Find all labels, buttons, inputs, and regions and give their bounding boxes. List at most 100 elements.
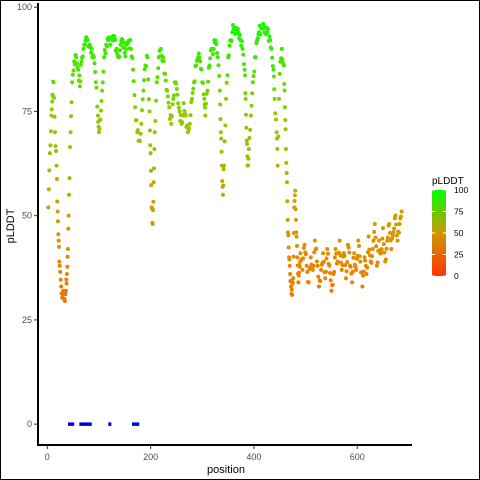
data-point (221, 163, 226, 168)
data-point (294, 243, 299, 248)
data-point (381, 226, 386, 231)
data-point (204, 91, 209, 96)
data-point (47, 168, 52, 173)
data-point (174, 86, 179, 91)
data-point (151, 199, 156, 204)
data-point (224, 96, 229, 101)
data-point (98, 117, 103, 122)
data-point (285, 217, 290, 222)
data-point (85, 38, 90, 43)
data-point (65, 254, 70, 259)
data-point (150, 222, 155, 226)
y-tick-label: 25 (22, 315, 32, 325)
data-point (226, 53, 231, 58)
data-point (318, 279, 323, 284)
data-point (66, 192, 71, 197)
data-point (324, 256, 329, 261)
data-point (273, 111, 278, 116)
legend-colorbar (432, 190, 446, 276)
data-point (48, 129, 53, 134)
data-point (283, 127, 288, 132)
data-point (284, 160, 289, 165)
data-point (281, 63, 286, 68)
data-point (99, 108, 104, 113)
data-point (382, 250, 387, 255)
data-point (187, 121, 192, 126)
data-point (161, 59, 166, 64)
data-point (396, 230, 401, 235)
data-point (244, 112, 249, 117)
y-axis-title: pLDDT (5, 208, 17, 243)
data-point (66, 213, 71, 218)
data-point (303, 252, 308, 257)
data-point (317, 284, 322, 289)
data-point (284, 180, 289, 185)
data-point (273, 117, 278, 122)
data-point (385, 238, 390, 243)
data-point (81, 46, 86, 51)
data-point (78, 62, 83, 67)
data-point (218, 102, 223, 107)
data-point (243, 96, 248, 101)
data-point (250, 91, 255, 96)
data-point (310, 267, 315, 272)
data-point (220, 192, 225, 197)
data-point (152, 130, 157, 135)
data-point (135, 128, 140, 133)
x-tick-label: 400 (246, 452, 261, 462)
data-point (64, 281, 69, 286)
data-point (165, 94, 170, 99)
data-point (282, 88, 287, 93)
data-point (374, 244, 379, 249)
data-point (305, 269, 310, 274)
data-point (165, 88, 170, 93)
data-point (379, 247, 384, 252)
data-point (188, 113, 193, 118)
data-point (153, 119, 158, 124)
data-point (277, 96, 282, 101)
data-point (221, 183, 226, 188)
data-point (255, 36, 260, 41)
data-point (63, 292, 68, 297)
data-point (49, 107, 54, 112)
data-point (100, 88, 105, 93)
data-point (99, 99, 104, 104)
legend-label: 0 (454, 271, 459, 281)
data-point (131, 79, 136, 84)
data-point (54, 163, 59, 168)
data-point (391, 230, 396, 235)
data-point (293, 217, 298, 222)
data-point (348, 264, 353, 269)
data-point (240, 46, 245, 51)
data-point (274, 130, 279, 135)
data-point (180, 120, 185, 125)
data-point (82, 42, 87, 47)
data-point (169, 114, 174, 119)
data-point (103, 51, 108, 56)
data-point (360, 284, 365, 289)
data-point (91, 55, 96, 60)
data-point (57, 244, 62, 249)
data-point (372, 229, 377, 234)
data-point (166, 100, 171, 105)
data-point (52, 95, 57, 100)
data-point (343, 263, 348, 268)
data-point (117, 54, 122, 59)
data-point (128, 46, 133, 51)
data-point (298, 251, 303, 256)
data-point (392, 226, 397, 231)
data-point (218, 117, 223, 122)
data-point (152, 147, 157, 152)
data-point (59, 284, 64, 289)
data-point (271, 74, 276, 79)
data-point (327, 263, 332, 268)
data-point (267, 34, 272, 39)
data-point (194, 63, 199, 68)
data-point (350, 269, 355, 274)
data-point (308, 255, 313, 260)
data-point (112, 34, 117, 39)
data-point (333, 247, 338, 252)
data-point (314, 246, 319, 251)
data-point (390, 233, 395, 238)
data-point (246, 163, 251, 168)
